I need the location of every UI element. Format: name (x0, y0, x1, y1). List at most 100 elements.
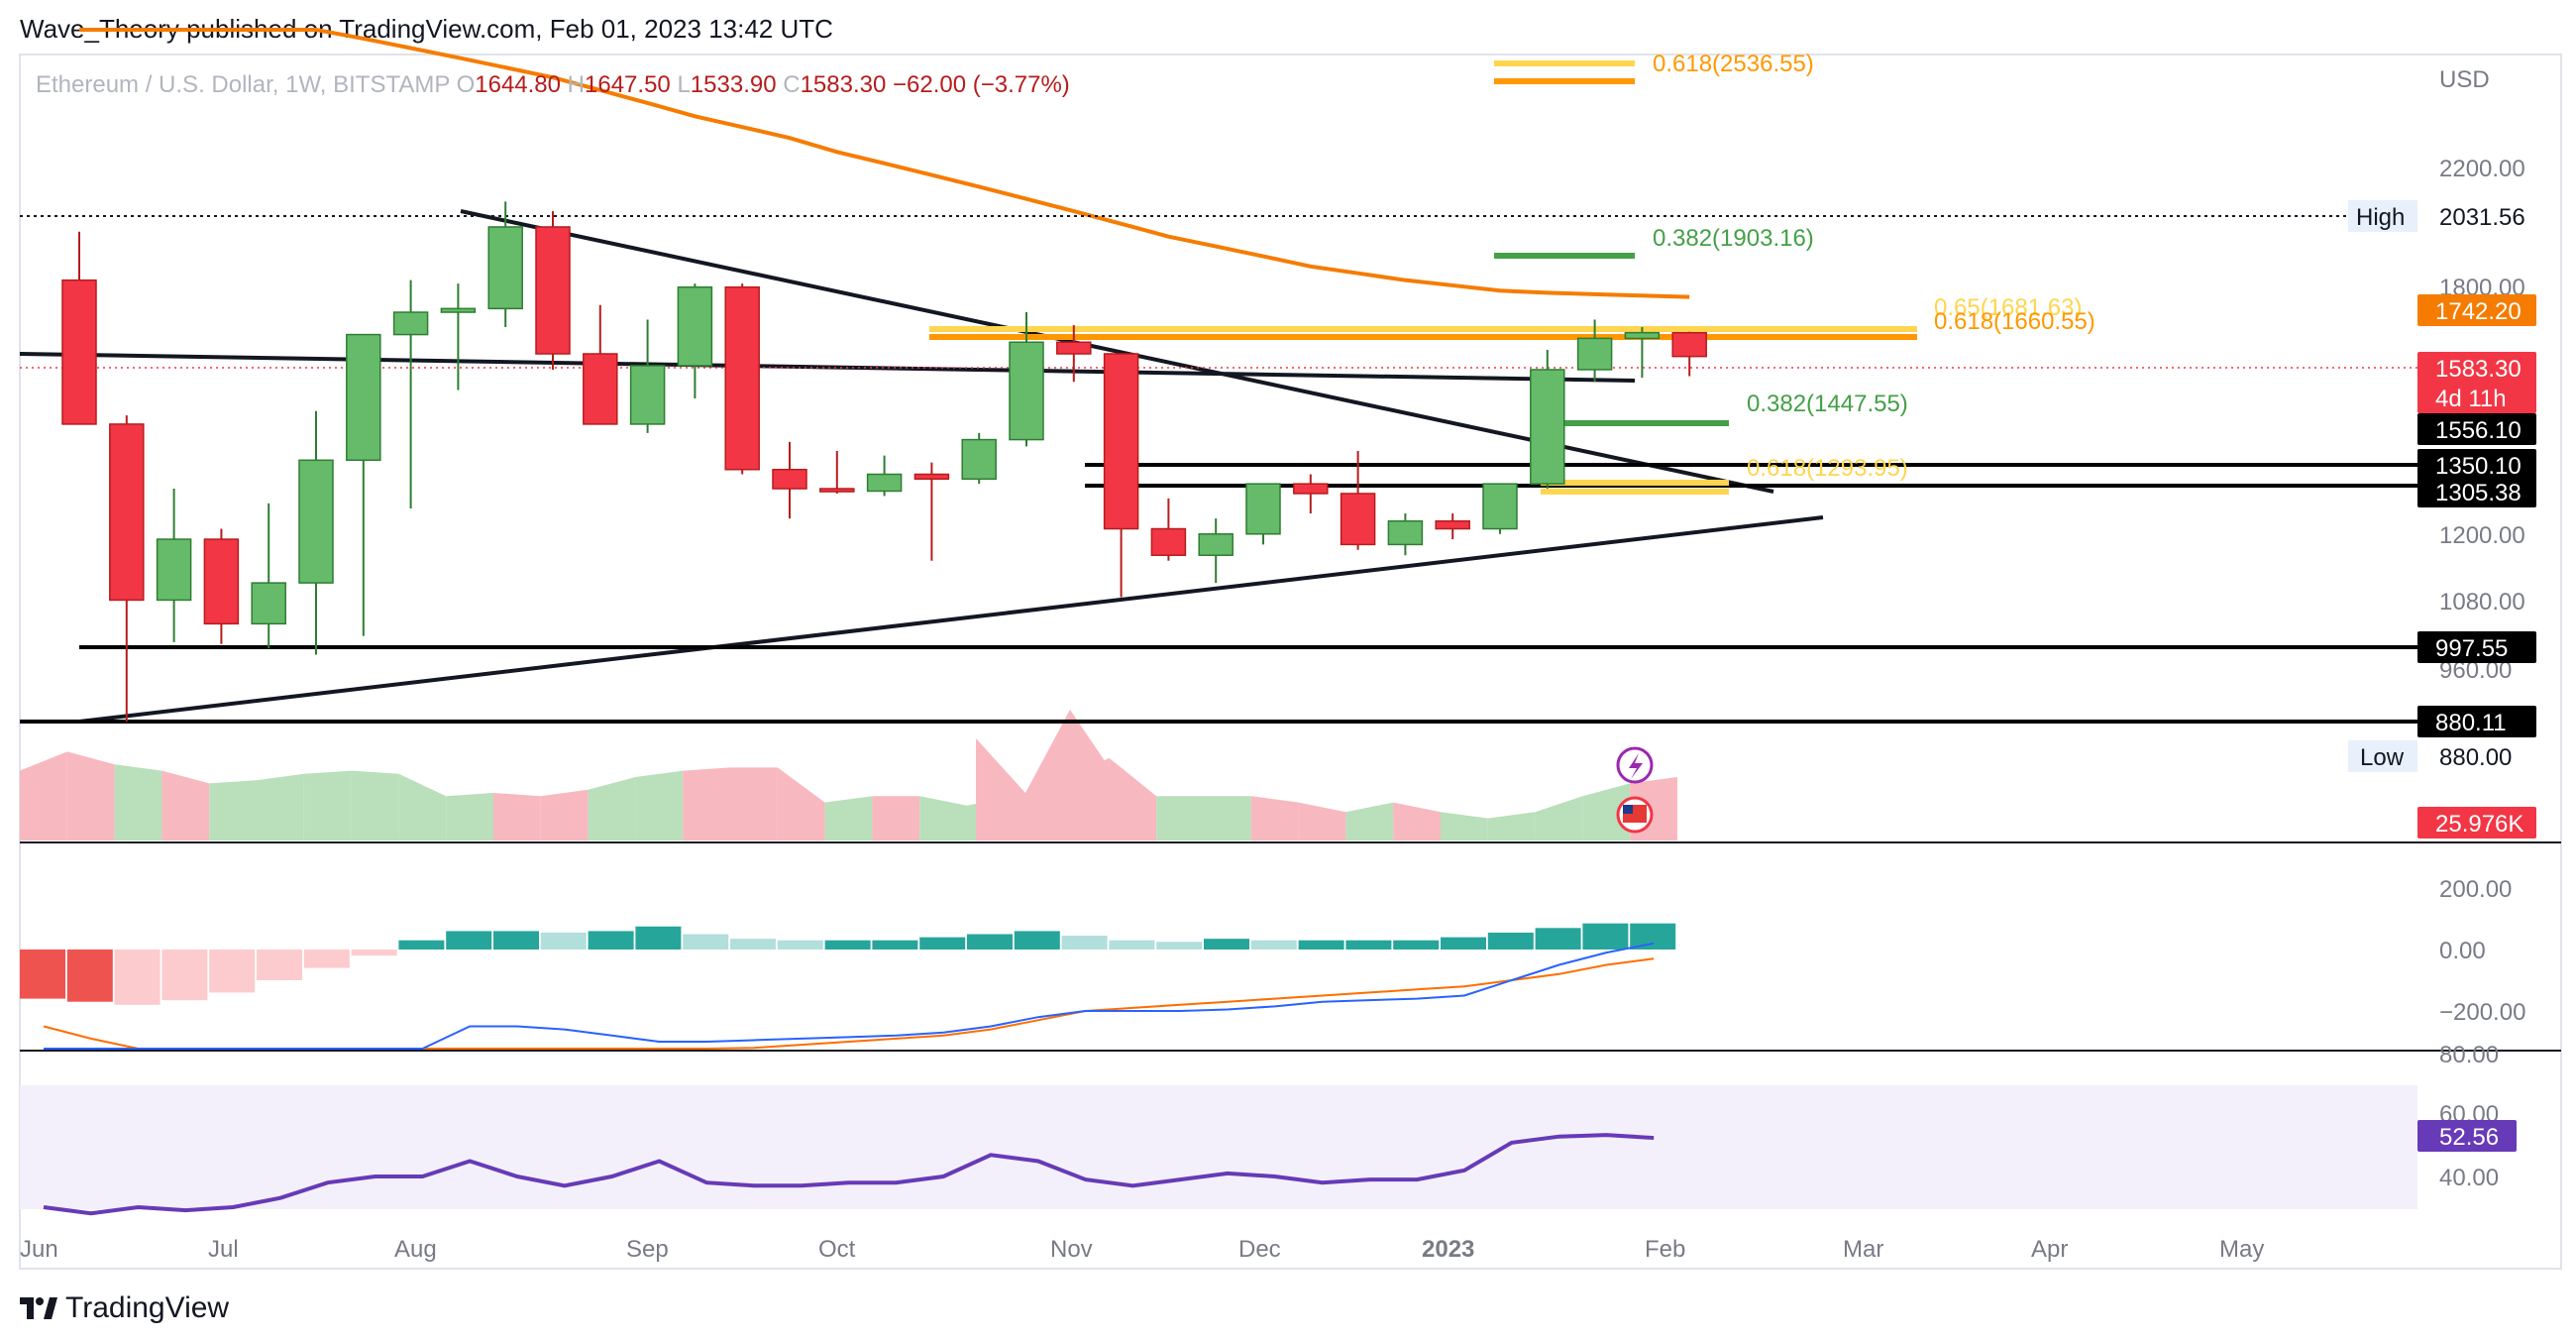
macd-line (44, 942, 1655, 1050)
candle-body (1103, 353, 1139, 530)
candle-body (156, 538, 192, 602)
macd-histogram-bar (257, 950, 302, 980)
candle-body (819, 488, 855, 493)
rsi-band (20, 1085, 2417, 1209)
low-label-bg (2348, 740, 2417, 772)
volume-area-segment (351, 770, 399, 840)
volume-area-segment (1204, 796, 1251, 840)
candle-body (1245, 483, 1281, 535)
candle-body (109, 423, 145, 602)
x-axis-tick: Apr (2031, 1236, 2068, 1263)
candle-body (1198, 533, 1234, 556)
macd-histogram-bar (1345, 940, 1392, 950)
price-tag: 1350.10 (2435, 453, 2522, 480)
macd-histogram-bar (66, 950, 113, 1002)
rsi-axis-tick: 80.00 (2439, 1042, 2499, 1068)
candle-body (677, 285, 713, 367)
candle-body (61, 279, 97, 425)
macd-histogram-bar (161, 950, 208, 1001)
fib-label: 0.618(2536.55) (1653, 51, 1814, 77)
volume-area-segment (1109, 757, 1157, 840)
candle-body (251, 582, 286, 625)
macd-histogram-bar (683, 934, 729, 950)
volume-area-segment (635, 770, 684, 840)
flag-icon-canton (1623, 805, 1633, 814)
volume-area-segment (1393, 802, 1441, 840)
candle-body (866, 473, 903, 493)
y-axis-tick: 1200.00 (2439, 522, 2525, 549)
price-tag: 4d 11h (2435, 386, 2507, 412)
candle-body (346, 333, 381, 462)
candle-body (583, 353, 618, 425)
macd-axis-tick: −200.00 (2439, 999, 2525, 1026)
macd-histogram-bar (114, 950, 161, 1005)
fib-label: 0.618(1660.55) (1934, 308, 2095, 335)
y-axis-tick: 1080.00 (2439, 589, 2525, 615)
macd-histogram-bar (1061, 936, 1108, 950)
macd-histogram-bar (1156, 942, 1203, 950)
volume-area-segment (1487, 812, 1536, 840)
macd-histogram-bar (919, 937, 966, 950)
candle-body (298, 459, 334, 584)
macd-histogram-bar (1109, 940, 1155, 950)
x-axis-tick: Jul (208, 1236, 239, 1263)
volume-area-segment (683, 767, 730, 840)
price-tag-bg (2417, 413, 2536, 445)
high-label-bg (2348, 200, 2417, 232)
macd-histogram-bar (730, 939, 776, 950)
price-tag-bg (2417, 807, 2536, 839)
price-tag-bg (2417, 449, 2536, 481)
macd-histogram-bar (1487, 932, 1534, 950)
ascending-trendline (78, 515, 1824, 724)
flag-icon (1616, 796, 1654, 834)
macd-histogram-bar (635, 926, 682, 950)
candle-body (1293, 483, 1329, 495)
rsi-line (43, 1133, 1655, 1216)
candle-body (203, 538, 240, 625)
price-tag: 1305.38 (2435, 480, 2522, 506)
volume-area-segment (1582, 783, 1631, 840)
macd-histogram-bar (493, 931, 539, 950)
volume-area-segment (730, 767, 778, 840)
volume-area-segment (114, 764, 162, 840)
volume-area-segment (872, 796, 920, 840)
x-axis-tick: Feb (1645, 1236, 1685, 1263)
candle-body (629, 365, 666, 425)
x-axis-tick: Sep (626, 1236, 669, 1263)
macd-histogram-bar (1014, 931, 1060, 950)
macd-histogram-bar (446, 931, 492, 950)
volume-area-segment (209, 780, 257, 840)
high-value: 2031.56 (2439, 204, 2525, 231)
volume-spike (976, 710, 1120, 840)
price-tag-bg (2417, 294, 2536, 326)
volume-area-segment (257, 773, 304, 840)
price-tag: 1583.30 (2435, 356, 2522, 383)
x-axis-tick: Aug (394, 1236, 437, 1263)
volume-area-segment (161, 770, 210, 840)
macd-histogram-bar (1250, 940, 1297, 950)
macd-histogram-bar (398, 940, 445, 950)
candle-body (1056, 341, 1092, 355)
candle-body (392, 311, 429, 336)
x-axis-tick: Nov (1050, 1236, 1093, 1263)
macd-histogram-bar (588, 931, 634, 950)
horizontal-neckline (19, 352, 1636, 383)
x-axis-tick: Jun (20, 1236, 58, 1263)
volume-area-segment (398, 773, 447, 840)
volume-area-segment (1345, 802, 1394, 840)
tradingview-brand[interactable]: TradingView (20, 1291, 229, 1325)
candle-body (724, 285, 760, 471)
fib-label: 0.382(1447.55) (1747, 391, 1908, 417)
macd-histogram-bar (1393, 940, 1440, 950)
macd-histogram-bar (1204, 939, 1249, 950)
candle-body (1340, 493, 1376, 546)
chart-frame (19, 54, 2562, 1270)
candle-body (1624, 331, 1661, 340)
macd-histogram-bar (872, 940, 918, 950)
macd-histogram-bar (20, 950, 65, 999)
price-tag-bg (2417, 706, 2536, 737)
volume-area-segment (824, 796, 873, 840)
x-axis-tick: Mar (1843, 1236, 1883, 1263)
price-tag: 997.55 (2435, 635, 2508, 662)
